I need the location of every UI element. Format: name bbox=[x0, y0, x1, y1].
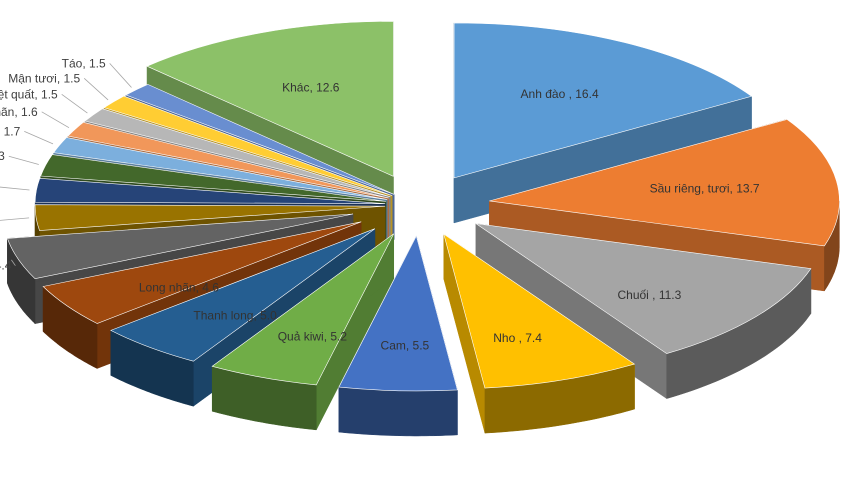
data-label-viet-quat-14: Việt quất, 1.5 bbox=[0, 87, 58, 101]
data-label-khac-17: Khác, 12.6 bbox=[282, 81, 340, 95]
data-label-qua-kiwi-5: Quả kiwi, 5.2 bbox=[278, 329, 348, 343]
data-label-long-nhan-13: Long nhãn, 1.6 bbox=[0, 105, 38, 119]
leader-line-12 bbox=[24, 131, 54, 145]
leader-line-16 bbox=[109, 63, 132, 88]
data-label-man-tuoi-15: Mận tươi, 1.5 bbox=[8, 71, 80, 85]
data-label-long-nhan-7: Long nhãn, 4.6 bbox=[139, 280, 219, 294]
leader-line-9 bbox=[0, 217, 30, 221]
data-label-cam-4: Cam, 5.5 bbox=[381, 338, 430, 352]
leader-line-13 bbox=[41, 111, 70, 129]
leader-line-11 bbox=[8, 155, 39, 165]
data-label-tao-16: Táo, 1.5 bbox=[62, 56, 106, 70]
leader-line-15 bbox=[83, 78, 109, 101]
slice-nho-3 bbox=[443, 233, 636, 434]
slice-qua-kiwi-5 bbox=[211, 233, 395, 431]
data-label-nho-3: Nho , 7.4 bbox=[493, 331, 542, 345]
data-label-sau-rieng-tuoi-1: Sầu riêng, tươi, 13.7 bbox=[650, 182, 760, 196]
data-label-anh-dao-0: Anh đào , 16.4 bbox=[521, 87, 599, 101]
data-label-chuoi-2: Chuối , 11.3 bbox=[617, 288, 681, 302]
data-label-dua-11: Dứa, 2.3 bbox=[0, 149, 5, 163]
data-labels: Anh đào , 16.4 Sầu riêng, tươi, 13.7 Chuối… bbox=[0, 56, 760, 352]
leader-line-8 bbox=[11, 259, 16, 266]
data-label-mang-cut-8: Măng cụt, 4.4 bbox=[0, 259, 12, 273]
leader-line-10 bbox=[0, 186, 30, 191]
data-label-bo-12: Bơ, 1.7 bbox=[0, 124, 21, 138]
leader-line-14 bbox=[61, 93, 88, 114]
data-label-thanh-long-6: Thanh long, 5.0 bbox=[193, 309, 277, 323]
slice-cam-4 bbox=[338, 235, 458, 437]
